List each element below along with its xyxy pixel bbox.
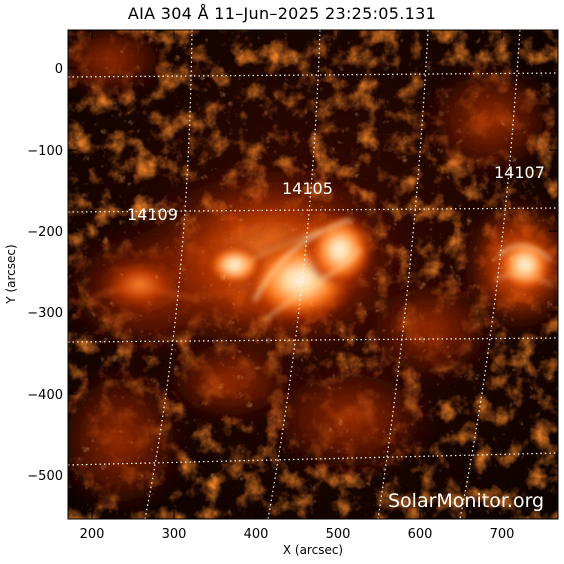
y-tick-label: 0 (55, 62, 63, 77)
x-tick-label: 400 (244, 527, 269, 542)
x-tick-label: 700 (490, 527, 515, 542)
y-tick-label: −500 (27, 469, 63, 484)
ar-label-14105: 14105 (282, 179, 333, 198)
y-tick-label: −100 (27, 144, 63, 159)
x-tick-label: 200 (80, 527, 105, 542)
ar-label-14107: 14107 (494, 163, 545, 182)
y-tick-label: −400 (27, 388, 63, 403)
y-tick-label: −200 (27, 225, 63, 240)
x-axis-label: X (arcsec) (283, 543, 343, 557)
y-axis-label: Y (arcsec) (4, 244, 18, 304)
plot-title: AIA 304 Å 11–Jun–2025 23:25:05.131 (127, 4, 437, 23)
watermark: SolarMonitor.org (388, 490, 544, 512)
x-tick-marks (91, 30, 503, 519)
x-tick-label: 300 (162, 527, 187, 542)
y-tick-label: −300 (27, 306, 63, 321)
plot-frame (67, 29, 559, 520)
coordinate-grid (68, 30, 558, 519)
ar-label-14109: 14109 (127, 205, 178, 224)
y-tick-marks (68, 67, 558, 476)
x-tick-label: 500 (326, 527, 351, 542)
x-tick-label: 600 (408, 527, 433, 542)
solar-image: 14109 14105 14107 SolarMonitor.org (68, 30, 558, 519)
